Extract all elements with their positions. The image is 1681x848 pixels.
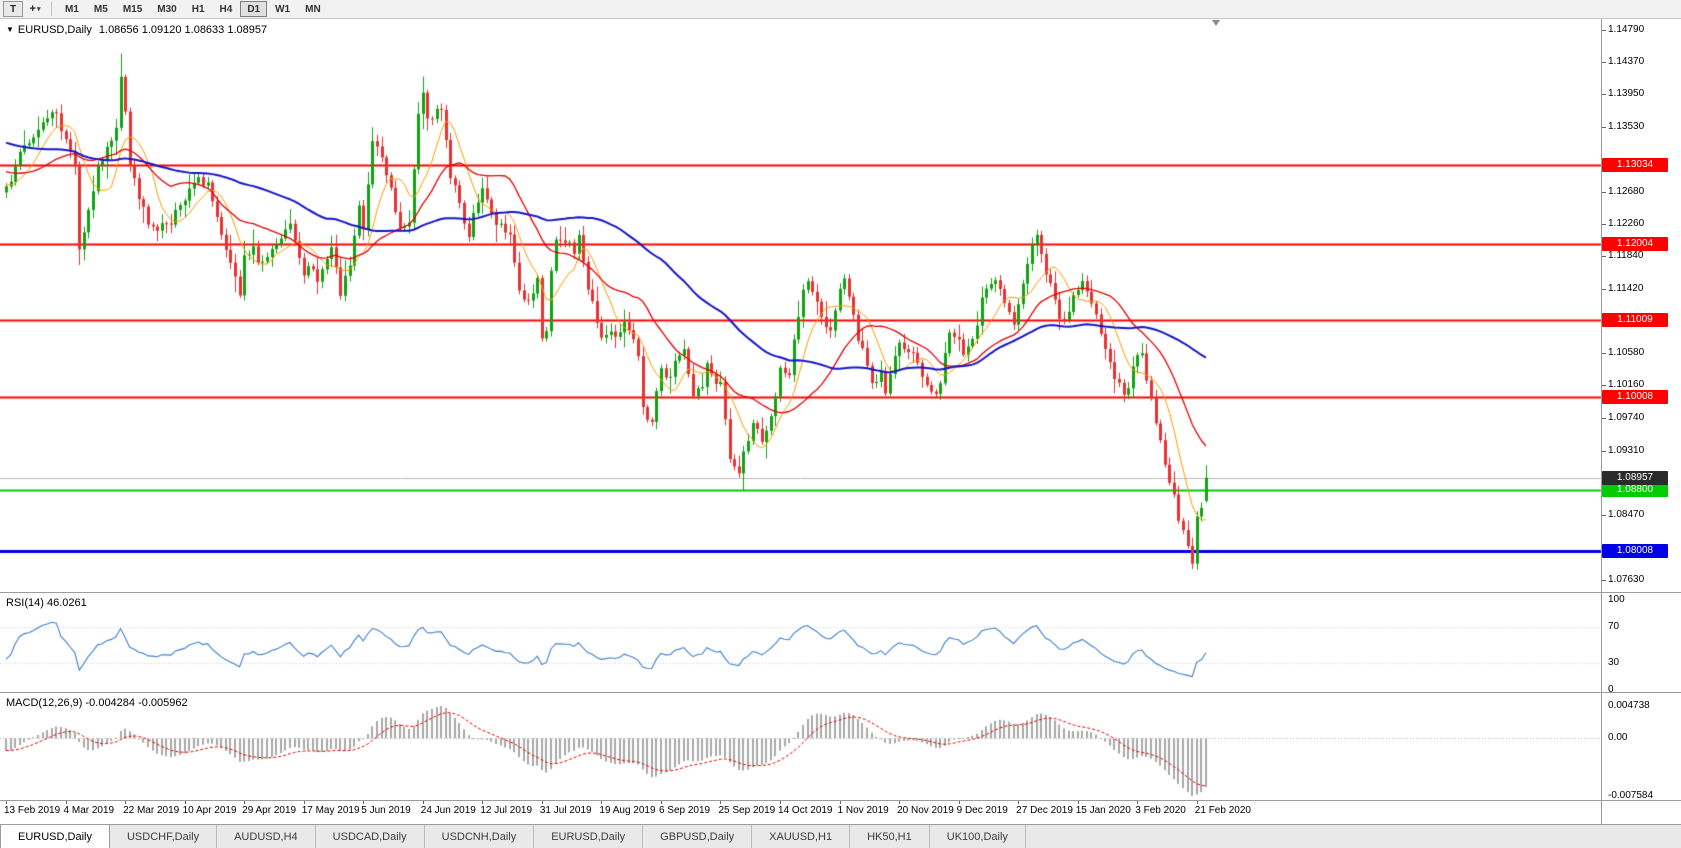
date-axis-tick [840, 801, 841, 804]
macd-name: MACD(12,26,9) [6, 697, 83, 709]
timeframe-bar: M1 M5 M15 M30 H1 H4 D1 W1 MN [58, 1, 328, 17]
date-label: 29 Apr 2019 [242, 805, 297, 816]
panel-separator[interactable] [0, 592, 1681, 593]
date-label: 31 Jul 2019 [539, 805, 592, 816]
timeframe-button-W1[interactable]: W1 [268, 1, 297, 17]
date-axis-tick [304, 801, 305, 804]
date-axis-tick [542, 801, 543, 804]
candlestick-chart-canvas[interactable] [0, 19, 1681, 592]
chart-tab-eurusd-daily-5[interactable]: EURUSD,Daily [534, 825, 644, 848]
chart-tab-eurusd-daily-0[interactable]: EURUSD,Daily [0, 825, 110, 848]
timeframe-button-M15[interactable]: M15 [116, 1, 149, 17]
macd-values: -0.004284 -0.005962 [85, 697, 188, 709]
collapse-arrow-icon[interactable]: ▼ [6, 25, 14, 34]
date-label: 27 Dec 2019 [1016, 805, 1073, 816]
crosshair-tool-button[interactable]: + ▾ [25, 1, 45, 17]
date-axis-tick [959, 801, 960, 804]
timeframe-button-D1[interactable]: D1 [240, 1, 268, 17]
chevron-down-icon: ▾ [36, 6, 41, 13]
date-axis-tick [482, 801, 483, 804]
date-label: 17 May 2019 [301, 805, 360, 816]
date-axis-tick [1078, 801, 1079, 804]
date-label: 24 Jun 2019 [420, 805, 476, 816]
timeframe-button-MN[interactable]: MN [298, 1, 328, 17]
toolbar-separator [51, 2, 52, 16]
chart-tab-gbpusd-daily-6[interactable]: GBPUSD,Daily [643, 825, 753, 848]
date-label: 12 Jul 2019 [480, 805, 533, 816]
date-label: 21 Feb 2020 [1194, 805, 1251, 816]
date-axis-tick [66, 801, 67, 804]
chart-tab-uk100-daily-9[interactable]: UK100,Daily [929, 825, 1026, 848]
timeframe-button-M5[interactable]: M5 [87, 1, 115, 17]
chart-tab-audusd-h4-2[interactable]: AUDUSD,H4 [217, 825, 316, 848]
chart-tab-usdcnh-daily-4[interactable]: USDCNH,Daily [424, 825, 535, 848]
chart-tab-hk50-h1-8[interactable]: HK50,H1 [850, 825, 930, 848]
date-axis-tick [661, 801, 662, 804]
date-label: 20 Nov 2019 [897, 805, 954, 816]
timeframe-button-M1[interactable]: M1 [58, 1, 86, 17]
date-axis-tick [720, 801, 721, 804]
crosshair-icon: + [29, 3, 36, 15]
date-label: 15 Jan 2020 [1075, 805, 1131, 816]
symbol-period-label: EURUSD,Daily [17, 24, 92, 36]
date-label: 14 Oct 2019 [778, 805, 833, 816]
date-axis-separator [0, 800, 1681, 801]
date-label: 19 Aug 2019 [599, 805, 656, 816]
panel-separator[interactable] [0, 692, 1681, 693]
ohlc-quote: 1.08656 1.09120 1.08633 1.08957 [98, 24, 268, 36]
date-label: 22 Mar 2019 [123, 805, 180, 816]
rsi-panel-canvas[interactable] [0, 593, 1681, 692]
chart-title: ▼ EURUSD,Daily 1.08656 1.09120 1.08633 1.0… [6, 24, 267, 36]
text-tool-label: T [9, 3, 17, 15]
date-label: 13 Feb 2019 [4, 805, 61, 816]
rsi-value: 46.0261 [46, 597, 87, 609]
price-axis-separator [1601, 19, 1602, 824]
date-axis-tick [185, 801, 186, 804]
date-axis-tick [125, 801, 126, 804]
timeframe-button-H1[interactable]: H1 [185, 1, 212, 17]
date-axis-tick [244, 801, 245, 804]
date-label: 10 Apr 2019 [182, 805, 237, 816]
date-axis-tick [780, 801, 781, 804]
timeframe-button-M30[interactable]: M30 [150, 1, 183, 17]
chart-toolbar: T + ▾ M1 M5 M15 M30 H1 H4 D1 W1 MN [0, 0, 1681, 19]
chart-tabs-bar: EURUSD,Daily USDCHF,Daily AUDUSD,H4 USDCAD,… [0, 824, 1681, 848]
date-label: 6 Sep 2019 [658, 805, 711, 816]
date-axis-tick [899, 801, 900, 804]
chart-tab-usdchf-daily-1[interactable]: USDCHF,Daily [109, 825, 218, 848]
date-axis-tick [601, 801, 602, 804]
rsi-label: RSI(14) 46.0261 [6, 597, 87, 609]
text-tool-button[interactable]: T [3, 1, 23, 17]
date-axis-tick [1197, 801, 1198, 804]
date-label: 4 Mar 2019 [63, 805, 115, 816]
macd-panel-canvas[interactable] [0, 693, 1681, 800]
date-axis-tick [6, 801, 7, 804]
date-label: 9 Dec 2019 [956, 805, 1008, 816]
chart-tab-xauusd-h1-7[interactable]: XAUUSD,H1 [752, 825, 851, 848]
date-label: 3 Feb 2020 [1135, 805, 1186, 816]
date-label: 5 Jun 2019 [361, 805, 411, 816]
rsi-name: RSI(14) [6, 597, 44, 609]
date-axis-tick [1137, 801, 1138, 804]
chart-tab-usdcad-daily-3[interactable]: USDCAD,Daily [315, 825, 425, 848]
macd-label: MACD(12,26,9) -0.004284 -0.005962 [6, 697, 188, 709]
date-axis-tick [363, 801, 364, 804]
date-axis-tick [423, 801, 424, 804]
date-label: 25 Sep 2019 [718, 805, 776, 816]
chart-area: ▼ EURUSD,Daily 1.08656 1.09120 1.08633 1.0… [0, 19, 1681, 824]
timeframe-button-H4[interactable]: H4 [213, 1, 240, 17]
chart-shift-marker[interactable] [1212, 20, 1220, 26]
date-label: 1 Nov 2019 [837, 805, 889, 816]
date-axis-tick [1018, 801, 1019, 804]
